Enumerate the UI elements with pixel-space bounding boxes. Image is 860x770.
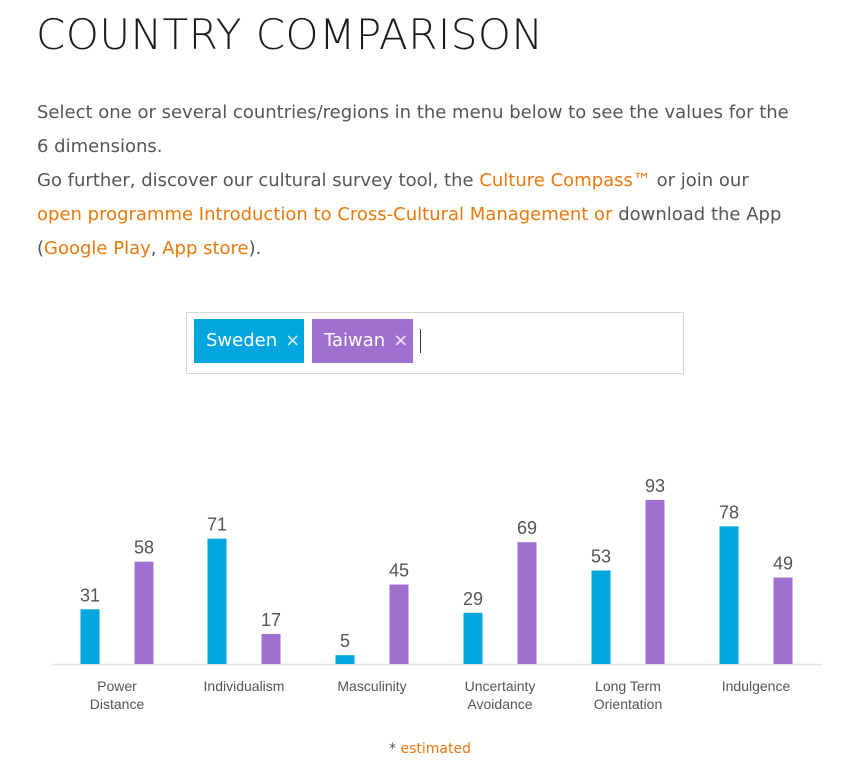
category-label-5-0: Indulgence — [722, 678, 791, 694]
country-comparison-chart: 31 58 Power Distance 71 17 Individualism 5 45 Mas… — [52, 476, 822, 712]
programme-link[interactable]: open programme Introduction to Cross-Cul… — [37, 204, 613, 225]
data-label-taiwan-3: 69 — [517, 518, 537, 538]
estimated-link[interactable]: estimated — [400, 741, 471, 757]
bar-sweden-3 — [463, 612, 483, 664]
category-label-4-1: Orientation — [594, 696, 662, 712]
bar-taiwan-3 — [517, 542, 537, 664]
intro-text-or-join: or join our — [650, 170, 749, 191]
intro-text: Select one or several countries/regions … — [37, 96, 797, 266]
category-label-3-1: Avoidance — [467, 696, 532, 712]
intro-line-1: Select one or several countries/regions … — [37, 102, 789, 157]
category-label-4-0: Long Term — [595, 678, 661, 694]
category-label-0-0: Power — [97, 678, 137, 694]
google-play-link[interactable]: Google Play — [44, 238, 151, 259]
tag-sweden[interactable]: Sweden × — [194, 319, 304, 363]
category-label-2-0: Masculinity — [337, 678, 406, 694]
bar-taiwan-1 — [261, 633, 281, 664]
data-label-sweden-2: 5 — [340, 631, 350, 651]
data-label-taiwan-1: 17 — [261, 610, 281, 630]
data-label-taiwan-0: 58 — [134, 538, 154, 558]
bar-taiwan-2 — [389, 584, 409, 664]
culture-compass-link[interactable]: Culture Compass™ — [479, 170, 651, 191]
data-label-sweden-3: 29 — [463, 589, 483, 609]
bar-sweden-5 — [719, 526, 739, 664]
bar-taiwan-5 — [773, 577, 793, 664]
tag-sweden-label: Sweden — [206, 330, 278, 351]
data-label-sweden-4: 53 — [591, 546, 611, 566]
intro-close-paren: ). — [248, 238, 262, 259]
page-title: COUNTRY COMPARISON — [36, 10, 544, 59]
bar-sweden-4 — [591, 570, 611, 664]
country-selector-input[interactable]: Sweden × Taiwan × — [186, 312, 684, 374]
bar-sweden-1 — [207, 538, 227, 664]
category-label-1-0: Individualism — [204, 678, 285, 694]
bar-sweden-0 — [80, 609, 100, 664]
footnote-star: * — [389, 741, 401, 757]
intro-line-2: Go further, discover our cultural survey… — [37, 164, 797, 266]
category-label-3-0: Uncertainty — [465, 678, 536, 694]
text-cursor — [420, 329, 421, 353]
remove-taiwan-icon[interactable]: × — [393, 330, 409, 351]
tag-taiwan[interactable]: Taiwan × — [312, 319, 413, 363]
bar-taiwan-0 — [134, 561, 154, 664]
data-label-sweden-1: 71 — [207, 515, 227, 535]
tag-taiwan-label: Taiwan — [324, 330, 386, 351]
bar-taiwan-4 — [645, 499, 665, 664]
remove-sweden-icon[interactable]: × — [285, 330, 301, 351]
app-store-link[interactable]: App store — [162, 238, 249, 259]
data-label-sweden-5: 78 — [719, 502, 739, 522]
category-label-0-1: Distance — [90, 696, 145, 712]
data-label-taiwan-4: 93 — [645, 476, 665, 496]
intro-text-prefix: Go further, discover our cultural survey… — [37, 170, 480, 191]
intro-text-download: download the App ( — [37, 204, 782, 259]
data-label-taiwan-5: 49 — [773, 554, 793, 574]
data-label-taiwan-2: 45 — [389, 561, 409, 581]
data-label-sweden-0: 31 — [80, 585, 100, 605]
intro-comma: , — [150, 238, 163, 259]
footnote: * estimated — [0, 741, 860, 757]
bar-sweden-2 — [335, 655, 355, 664]
